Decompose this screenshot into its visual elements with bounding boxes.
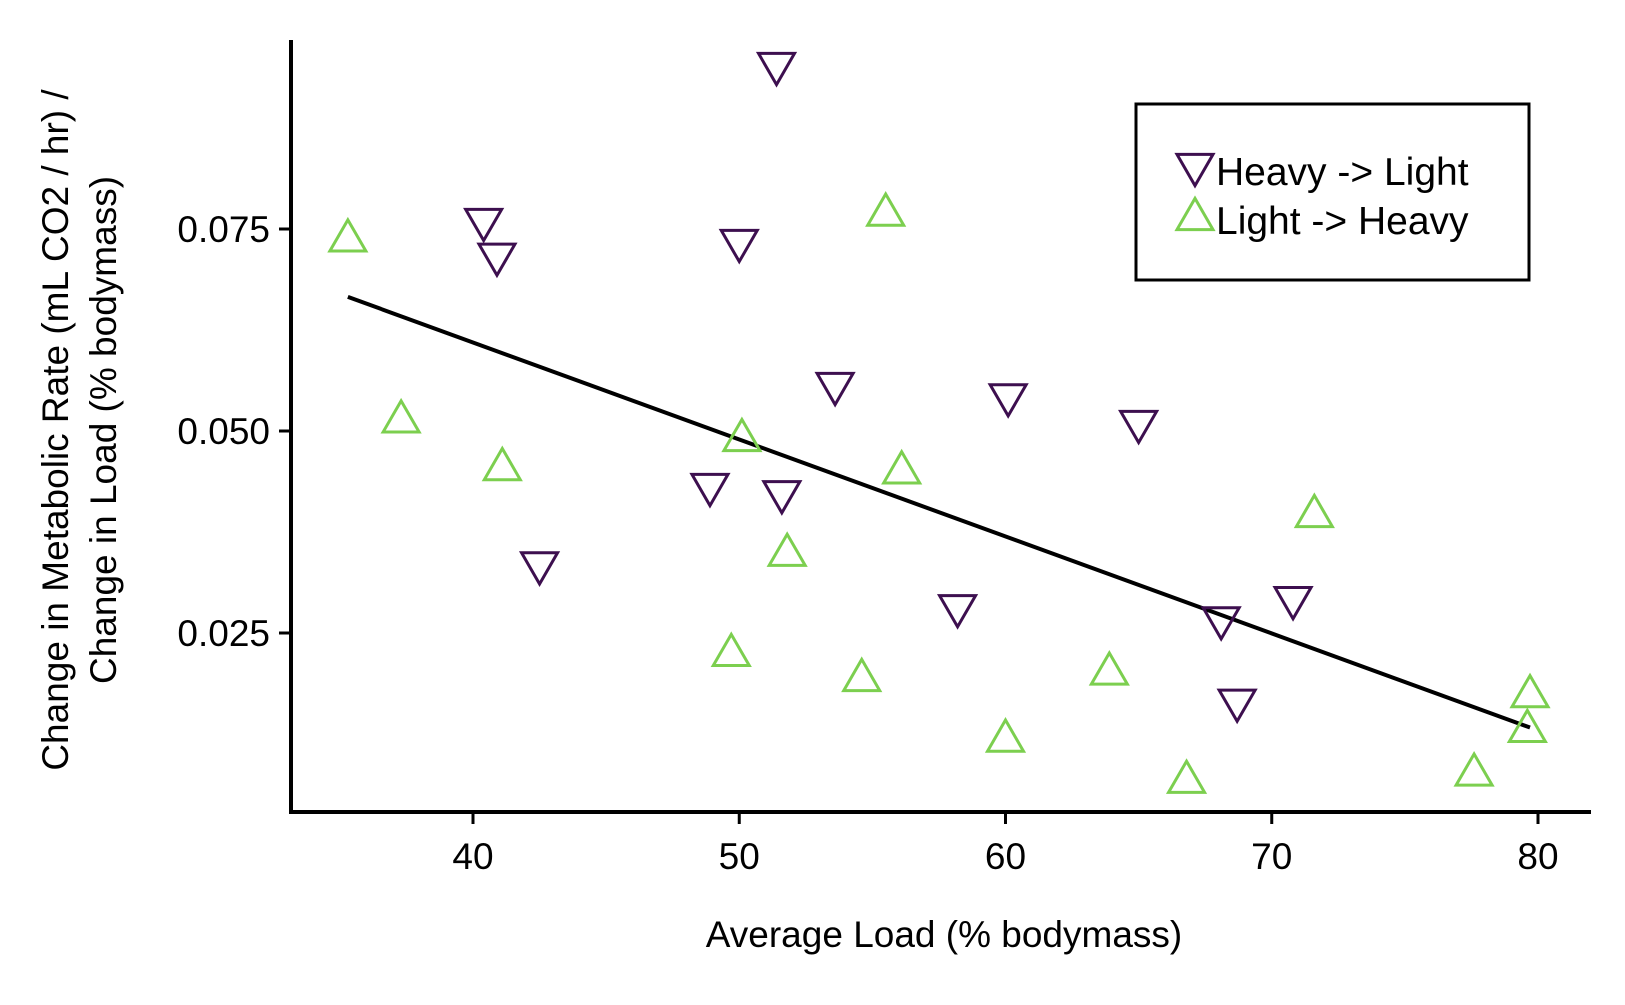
data-point-light-to-heavy bbox=[769, 534, 805, 565]
y-tick-label: 0.075 bbox=[177, 209, 270, 250]
y-axis-title-line-2: Change in Load (% bodymass) bbox=[83, 176, 124, 684]
x-tick-label: 80 bbox=[1517, 836, 1558, 877]
data-point-heavy-to-light bbox=[764, 482, 800, 513]
data-point-heavy-to-light bbox=[759, 53, 795, 84]
data-point-light-to-heavy bbox=[713, 634, 749, 665]
data-point-heavy-to-light bbox=[466, 209, 502, 240]
data-point-heavy-to-light bbox=[1219, 690, 1255, 721]
data-point-light-to-heavy bbox=[484, 449, 520, 480]
data-point-heavy-to-light bbox=[721, 230, 757, 261]
data-point-light-to-heavy bbox=[844, 659, 880, 690]
regression-line bbox=[348, 297, 1530, 728]
x-tick-label: 70 bbox=[1251, 836, 1292, 877]
y-tick-label: 0.050 bbox=[177, 411, 270, 452]
x-axis-title: Average Load (% bodymass) bbox=[706, 914, 1182, 955]
data-point-heavy-to-light bbox=[522, 553, 558, 584]
legend: Heavy -> Light Light -> Heavy bbox=[1136, 104, 1529, 280]
data-point-light-to-heavy bbox=[868, 194, 904, 225]
data-point-light-to-heavy bbox=[1091, 653, 1127, 684]
y-tick-label: 0.025 bbox=[177, 613, 270, 654]
data-point-heavy-to-light bbox=[692, 474, 728, 505]
data-point-light-to-heavy bbox=[1456, 754, 1492, 785]
data-point-light-to-heavy bbox=[884, 452, 920, 483]
data-point-light-to-heavy bbox=[330, 220, 366, 251]
legend-label-light-to-heavy: Light -> Heavy bbox=[1216, 200, 1469, 243]
trend-line-layer bbox=[348, 297, 1530, 728]
y-axis-title: Change in Metabolic Rate (mL CO2 / hr) /… bbox=[35, 89, 124, 771]
legend-label-heavy-to-light: Heavy -> Light bbox=[1216, 151, 1469, 194]
y-axis-title-line-1: Change in Metabolic Rate (mL CO2 / hr) / bbox=[35, 89, 76, 771]
x-tick-label: 40 bbox=[452, 836, 493, 877]
data-point-light-to-heavy bbox=[1169, 761, 1205, 792]
x-tick-label: 60 bbox=[985, 836, 1026, 877]
data-point-heavy-to-light bbox=[817, 373, 853, 404]
data-point-heavy-to-light bbox=[940, 596, 976, 627]
data-point-light-to-heavy bbox=[988, 720, 1024, 751]
data-point-light-to-heavy bbox=[383, 401, 419, 432]
data-point-heavy-to-light bbox=[990, 385, 1026, 416]
data-point-light-to-heavy bbox=[1512, 676, 1548, 707]
data-point-heavy-to-light bbox=[479, 244, 515, 275]
data-point-light-to-heavy bbox=[1296, 495, 1332, 526]
data-point-heavy-to-light bbox=[1121, 411, 1157, 442]
x-tick-label: 50 bbox=[719, 836, 760, 877]
data-point-heavy-to-light bbox=[1275, 588, 1311, 619]
